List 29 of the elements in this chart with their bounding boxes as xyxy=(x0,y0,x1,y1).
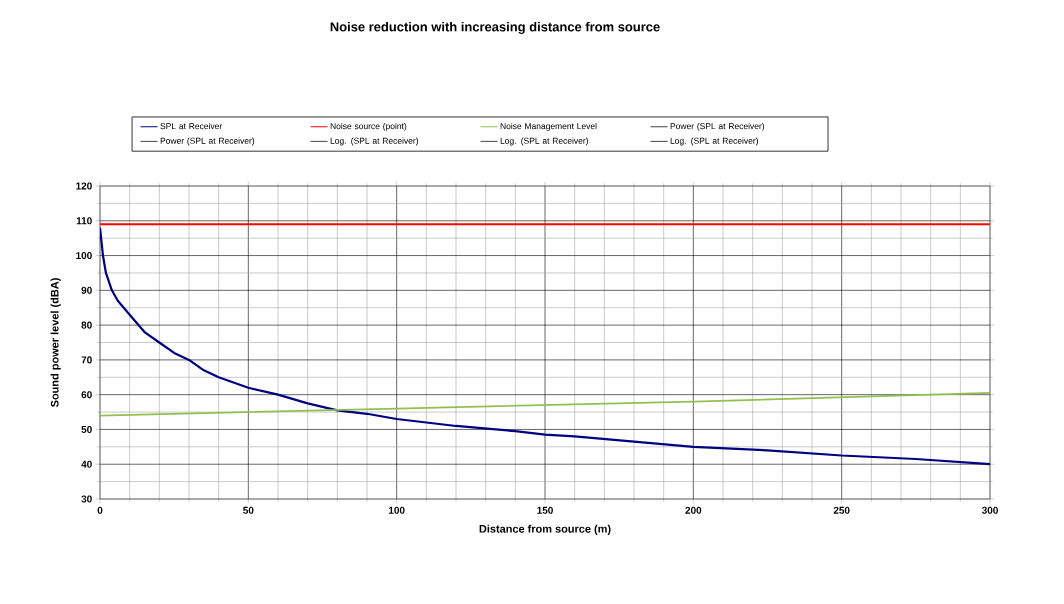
legend-label: Log. (SPL at Receiver) xyxy=(670,137,758,146)
y-tick-label: 60 xyxy=(81,391,92,399)
y-tick-label: 90 xyxy=(81,286,92,294)
x-tick-label: 250 xyxy=(833,506,850,514)
legend-label: Power (SPL at Receiver) xyxy=(670,122,765,131)
x-tick-label: 300 xyxy=(981,506,998,514)
y-tick-label: 100 xyxy=(76,252,92,260)
legend-label: SPL at Receiver xyxy=(160,122,223,130)
y-tick-label: 80 xyxy=(81,321,92,329)
x-tick-label: 50 xyxy=(243,506,254,514)
x-tick-label: 100 xyxy=(388,506,405,514)
line-series xyxy=(100,392,991,417)
x-tick-label: 200 xyxy=(685,506,702,514)
y-tick-label: 70 xyxy=(81,356,92,364)
y-tick-label: 110 xyxy=(76,217,92,225)
x-axis-title: Distance from source (m) xyxy=(479,524,611,535)
legend-label: Log. (SPL at Receiver) xyxy=(330,137,418,146)
y-tick-label: 40 xyxy=(81,460,92,468)
y-tick-label: 50 xyxy=(81,425,92,433)
x-tick-label: 150 xyxy=(537,506,553,514)
y-axis-title: Sound power level (dBA) xyxy=(50,278,61,408)
legend-label: Noise source (point) xyxy=(330,122,407,131)
y-tick-label: 30 xyxy=(81,495,92,503)
legend-label: Log. (SPL at Receiver) xyxy=(500,137,588,146)
legend-label: Noise Management Level xyxy=(500,122,597,131)
x-tick-label: 0 xyxy=(97,506,103,514)
chart-title: Noise reduction with increasing distance from source xyxy=(330,21,660,35)
legend-label: Power (SPL at Receiver) xyxy=(160,137,255,146)
y-tick-label: 120 xyxy=(76,182,92,190)
